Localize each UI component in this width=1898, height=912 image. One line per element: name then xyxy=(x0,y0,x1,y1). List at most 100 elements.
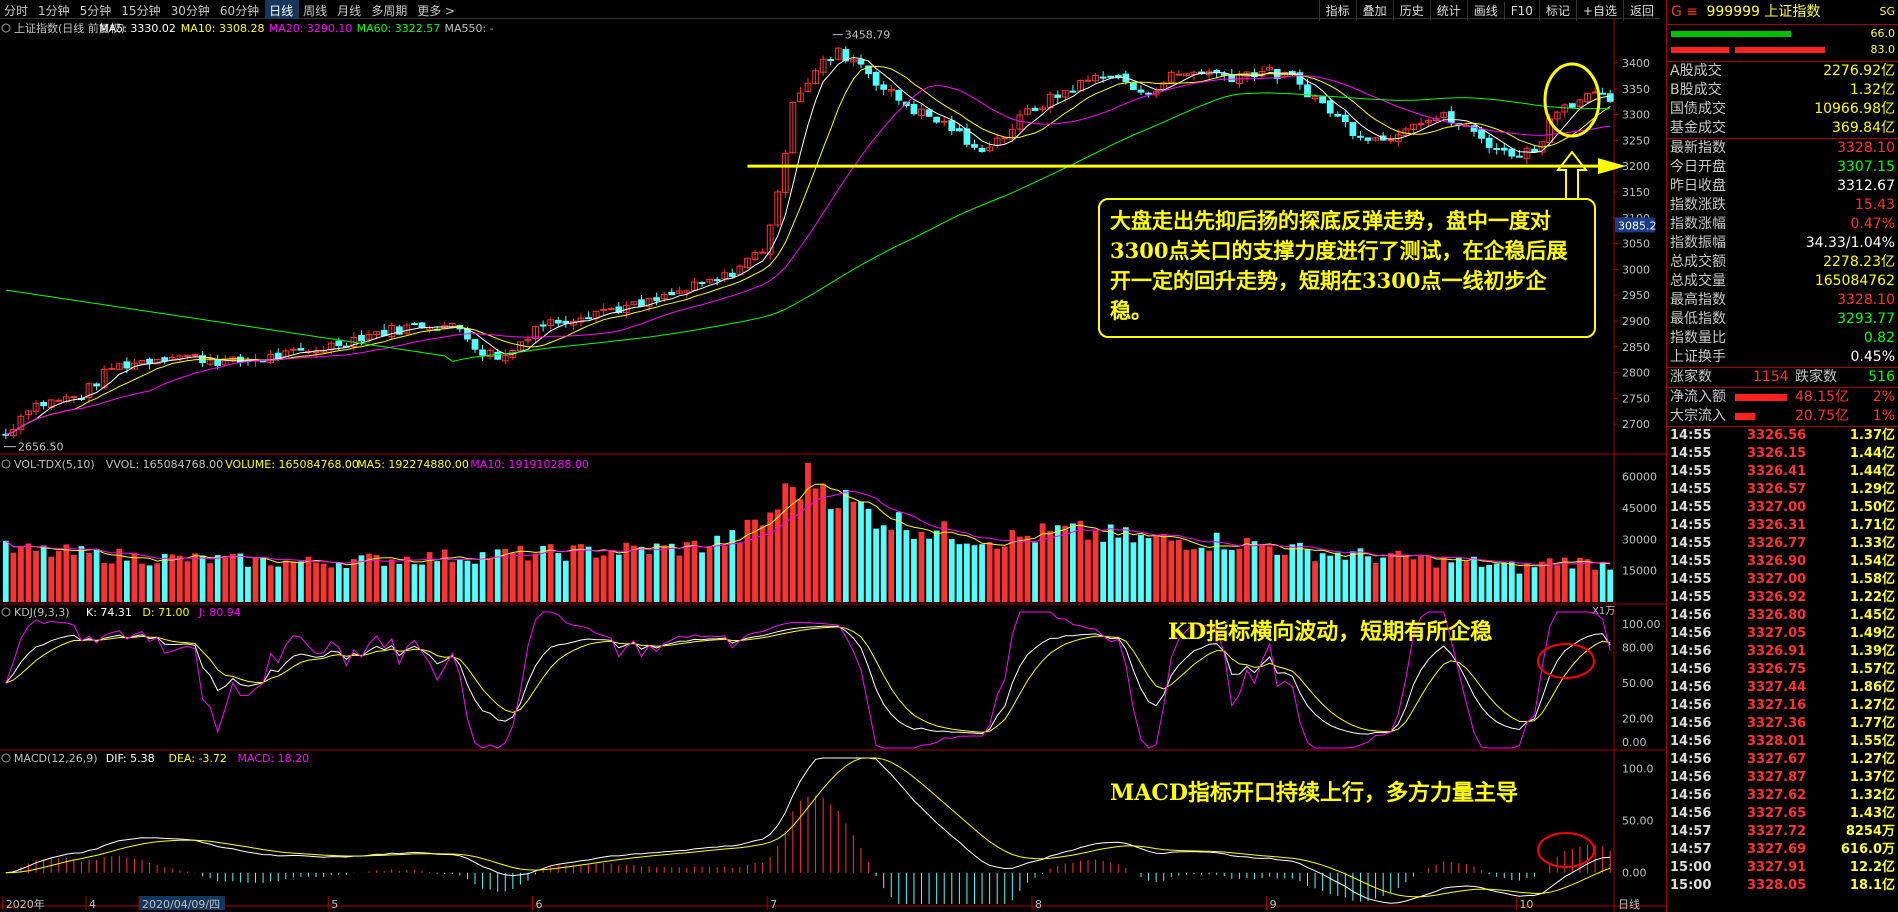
candle-body xyxy=(857,59,865,65)
candle-body xyxy=(1099,76,1107,79)
tick-time: 14:55 xyxy=(1670,482,1712,497)
tool-button-7[interactable]: +自选 xyxy=(1575,0,1623,21)
candle-body xyxy=(789,102,797,154)
volume-bar xyxy=(706,545,713,602)
volume-bar xyxy=(918,531,925,602)
candle-body xyxy=(365,333,373,340)
tick-volume: 1.39亿 xyxy=(1849,644,1895,659)
volume-bar xyxy=(298,561,304,602)
tick-volume: 1.45亿 xyxy=(1849,608,1895,623)
candle-body xyxy=(607,308,615,311)
volume-bar xyxy=(1221,549,1228,602)
tool-button-8[interactable]: 返回 xyxy=(1622,0,1660,21)
candle-body xyxy=(955,128,963,132)
candle-body xyxy=(1599,92,1607,95)
candle-body xyxy=(1493,148,1501,151)
period-tab-3[interactable]: 15分钟 xyxy=(121,4,161,18)
volume-bar xyxy=(1387,553,1394,602)
candle-body xyxy=(744,257,751,269)
tool-button-4[interactable]: 画线 xyxy=(1466,0,1504,21)
kdj-tick-label: 0.00 xyxy=(1622,736,1647,749)
macd-highlight-circle xyxy=(1537,832,1595,868)
kline-chart[interactable]: 3400335033003250320031503100305030002950… xyxy=(0,0,1666,912)
tick-row: 14:55 3326.92 1.22亿 xyxy=(1667,589,1898,607)
volume-bar xyxy=(1092,530,1099,602)
candle-body xyxy=(698,282,706,285)
ratio-pct-2: 83.0 xyxy=(1870,43,1896,56)
kdj-k-line xyxy=(5,625,1611,735)
tool-button-0[interactable]: 指标 xyxy=(1318,0,1356,21)
index-stat-value: 15.43 xyxy=(1854,197,1895,213)
candle-body xyxy=(1228,74,1236,83)
ma20-line xyxy=(5,75,1611,436)
candle-body xyxy=(267,353,275,363)
period-tab-6[interactable]: 日线 xyxy=(265,0,300,19)
candle-body xyxy=(986,146,994,152)
candle-body xyxy=(494,351,502,360)
tool-button-6[interactable]: 标记 xyxy=(1538,0,1576,21)
volume-bar xyxy=(714,535,721,602)
volume-bar xyxy=(994,548,1001,602)
tool-button-3[interactable]: 统计 xyxy=(1429,0,1467,21)
candle-body xyxy=(1296,72,1304,85)
volume-bar xyxy=(373,554,380,602)
tick-price: 3326.56 xyxy=(1747,428,1807,443)
tick-list[interactable]: 14:55 3326.56 1.37亿 14:55 3326.15 1.44亿 14:55 3… xyxy=(1667,427,1898,895)
tick-time: 14:55 xyxy=(1670,500,1712,515)
volume-bar xyxy=(684,542,690,602)
volume-bar xyxy=(55,551,62,602)
candle-body xyxy=(1508,148,1516,157)
candle-body xyxy=(797,92,804,103)
tick-volume: 1.77亿 xyxy=(1849,716,1895,731)
candle-body xyxy=(373,331,380,336)
volume-bar xyxy=(472,563,478,602)
period-tab-2[interactable]: 5分钟 xyxy=(79,4,112,18)
quote-sidebar: G ≡ 999999 上证指数 SG 66.0 83.0 A股成交 2276.92… xyxy=(1666,0,1898,912)
price-tick-label: 2850 xyxy=(1622,341,1650,354)
candle-body xyxy=(191,353,199,356)
volume-bar xyxy=(199,555,206,602)
volume-bar xyxy=(86,552,92,602)
candle-body xyxy=(683,290,691,294)
period-tab-9[interactable]: 多周期 xyxy=(371,4,408,18)
candle-body xyxy=(1417,123,1425,126)
candle-body xyxy=(1167,71,1175,83)
volume-bar xyxy=(789,487,796,602)
candle-body xyxy=(380,329,388,337)
period-tab-10[interactable]: 更多 > xyxy=(417,4,456,18)
period-tab-8[interactable]: 月线 xyxy=(337,4,362,18)
volume-bar xyxy=(1047,530,1054,602)
tick-price: 3326.80 xyxy=(1747,608,1807,623)
tool-button-1[interactable]: 叠加 xyxy=(1355,0,1393,21)
candle-body xyxy=(971,144,978,148)
period-tab-4[interactable]: 30分钟 xyxy=(170,4,210,18)
period-tab-7[interactable]: 周线 xyxy=(303,4,328,18)
volume-bar xyxy=(661,545,668,602)
candle-body xyxy=(630,301,638,306)
index-stat-row: 总成交额 2278.23亿 xyxy=(1667,253,1898,272)
volume-bar xyxy=(653,543,660,602)
volume-bar xyxy=(517,545,524,602)
flow-row: 大宗流入 20.75亿 1% xyxy=(1667,407,1898,426)
period-tab-1[interactable]: 1分钟 xyxy=(38,4,70,18)
volume-bar xyxy=(1410,559,1417,602)
volume-bar xyxy=(1266,546,1273,602)
tick-time: 15:00 xyxy=(1670,878,1712,893)
tool-button-2[interactable]: 历史 xyxy=(1392,0,1430,21)
g-icon: G ≡ xyxy=(1671,4,1699,20)
volume-bar xyxy=(1471,556,1477,602)
tick-row: 14:55 3326.57 1.29亿 xyxy=(1667,481,1898,499)
volume-bar xyxy=(623,542,630,602)
tick-time: 14:57 xyxy=(1670,842,1712,857)
candle-body xyxy=(1553,111,1561,120)
index-stat-label: 指数涨幅 xyxy=(1670,216,1726,232)
period-tab-0[interactable]: 分时 xyxy=(4,4,29,18)
tick-row: 14:55 3327.00 1.50亿 xyxy=(1667,499,1898,517)
tick-row: 14:55 3327.00 1.58亿 xyxy=(1667,571,1898,589)
tool-button-5[interactable]: F10 xyxy=(1503,2,1539,20)
vol-tick-label: 30000 xyxy=(1622,533,1657,546)
period-tab-5[interactable]: 60分钟 xyxy=(219,4,260,18)
tick-time: 14:55 xyxy=(1670,446,1712,461)
volume-bar xyxy=(1304,548,1311,602)
candle-body xyxy=(1319,96,1327,104)
